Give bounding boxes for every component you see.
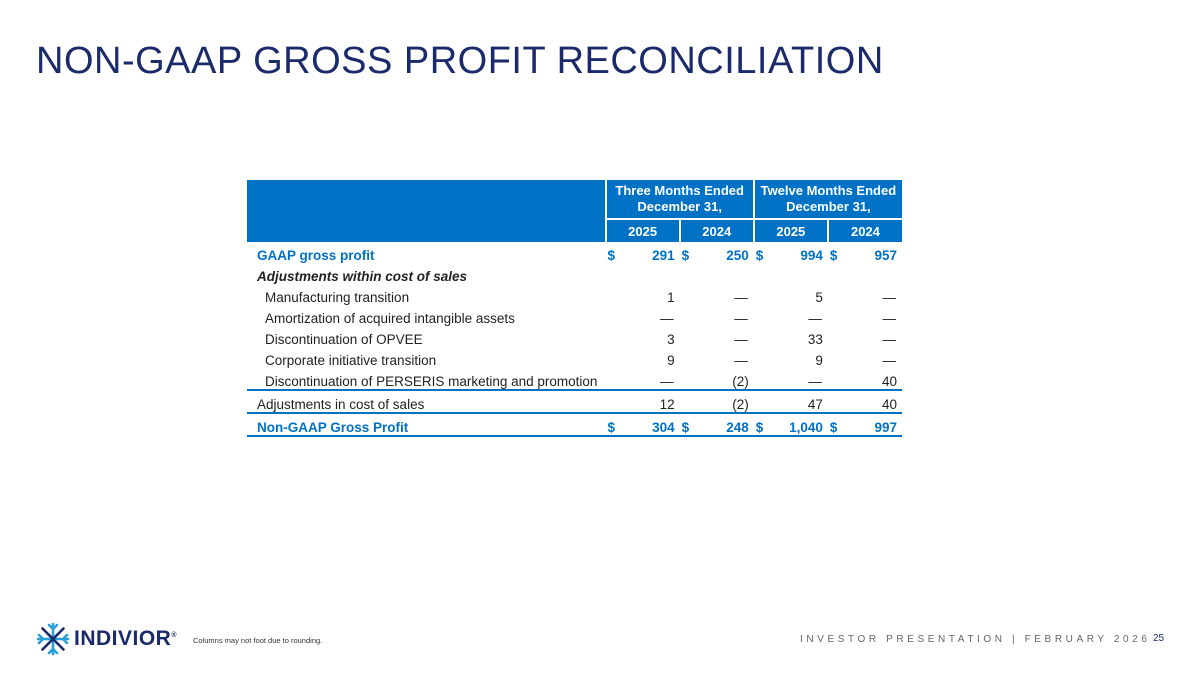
row-adjustments-heading: Adjustments within cost of sales <box>247 263 902 284</box>
row-label: Adjustments in cost of sales <box>247 390 606 414</box>
cell-value: 250 <box>726 248 749 263</box>
logo-wordmark: INDIVIOR® <box>74 627 177 651</box>
header-row-years: 2025 2024 2025 2024 <box>247 218 902 242</box>
row-adjustments-total: Adjustments in cost of sales 12 (2) 47 4… <box>247 390 902 414</box>
header-three-months-line2: December 31, <box>637 199 722 214</box>
cell-value: — <box>734 290 748 305</box>
row-label: Corporate initiative transition <box>265 353 437 368</box>
header-year: 2024 <box>826 218 902 242</box>
cell-value: — <box>882 290 897 305</box>
dollar-sign: $ <box>827 413 840 437</box>
row-label: Discontinuation of PERSERIS marketing an… <box>247 368 606 391</box>
row-label: Discontinuation of OPVEE <box>265 332 423 347</box>
header-twelve-months-line1: Twelve Months Ended <box>760 183 897 198</box>
cell-value: — <box>808 311 822 326</box>
snowflake-logo-icon <box>36 622 70 656</box>
dollar-sign: $ <box>679 413 692 437</box>
page-number: 25 <box>1153 633 1165 644</box>
cell-value: — <box>882 332 897 347</box>
header-three-months-line1: Three Months Ended <box>615 183 744 198</box>
cell-value: — <box>660 311 674 326</box>
header-year: 2025 <box>752 218 828 242</box>
page-title: NON-GAAP GROSS PROFIT RECONCILIATION <box>36 40 884 82</box>
cell-value: 304 <box>617 413 680 437</box>
cell-value: 957 <box>874 248 897 263</box>
footnote: Columns may not foot due to rounding. <box>193 636 323 645</box>
dollar-sign: $ <box>829 248 838 263</box>
dollar-sign: $ <box>605 413 618 437</box>
cell-value: 1 <box>667 290 675 305</box>
cell-value: 40 <box>839 390 902 414</box>
table-row: Discontinuation of OPVEE 3 — 33 — <box>247 326 902 347</box>
section-heading: Adjustments within cost of sales <box>257 269 468 284</box>
cell-value: 997 <box>839 413 902 437</box>
registered-mark: ® <box>171 632 178 639</box>
cell-value: 3 <box>667 332 675 347</box>
cell-value: — <box>882 353 897 368</box>
cell-value: 248 <box>691 413 754 437</box>
table-row: Corporate initiative transition 9 — 9 — <box>247 347 902 368</box>
indivior-logo: INDIVIOR® <box>36 622 177 656</box>
row-label: Amortization of acquired intangible asse… <box>265 311 515 326</box>
header-three-months: Three Months Ended December 31, <box>604 180 754 219</box>
table-row: Amortization of acquired intangible asse… <box>247 305 902 326</box>
cell-value: — <box>765 368 828 391</box>
cell-value: — <box>617 368 680 391</box>
cell-value: 40 <box>839 368 902 391</box>
row-label: Non-GAAP Gross Profit <box>247 413 606 437</box>
header-twelve-months-line2: December 31, <box>786 199 871 214</box>
header-twelve-months: Twelve Months Ended December 31, <box>752 180 902 219</box>
header-row-periods: Three Months Ended December 31, Twelve M… <box>247 180 902 242</box>
cell-value: 291 <box>652 248 675 263</box>
cell-value: 994 <box>800 248 823 263</box>
row-non-gaap-gross-profit: Non-GAAP Gross Profit $ 304 $ 248 $ 1,04… <box>247 413 902 437</box>
row-gaap-gross-profit: GAAP gross profit $ 291 $ 250 $ 994 $ 95… <box>247 242 902 263</box>
cell-value: (2) <box>691 390 754 414</box>
header-year: 2025 <box>604 218 680 242</box>
header-blank <box>247 180 606 242</box>
cell-value: 12 <box>617 390 680 414</box>
row-label: GAAP gross profit <box>257 248 375 263</box>
cell-value: — <box>882 311 897 326</box>
cell-value: 1,040 <box>765 413 828 437</box>
table-row: Manufacturing transition 1 — 5 — <box>247 284 902 305</box>
table-row: Discontinuation of PERSERIS marketing an… <box>247 368 902 391</box>
cell-value: 47 <box>765 390 828 414</box>
reconciliation-table: Three Months Ended December 31, Twelve M… <box>247 180 902 437</box>
dollar-sign: $ <box>753 413 766 437</box>
cell-value: — <box>734 353 748 368</box>
dollar-sign: $ <box>607 248 616 263</box>
row-label: Manufacturing transition <box>265 290 410 305</box>
dollar-sign: $ <box>755 248 764 263</box>
cell-value: (2) <box>691 368 754 391</box>
cell-value: 5 <box>815 290 823 305</box>
cell-value: 9 <box>667 353 675 368</box>
cell-value: — <box>734 332 748 347</box>
header-year: 2024 <box>678 218 754 242</box>
dollar-sign: $ <box>681 248 690 263</box>
presentation-label: INVESTOR PRESENTATION | FEBRUARY 2026 <box>800 634 1151 645</box>
cell-value: — <box>734 311 748 326</box>
cell-value: 9 <box>815 353 823 368</box>
logo-text: INDIVIOR <box>74 627 172 650</box>
cell-value: 33 <box>807 332 823 347</box>
